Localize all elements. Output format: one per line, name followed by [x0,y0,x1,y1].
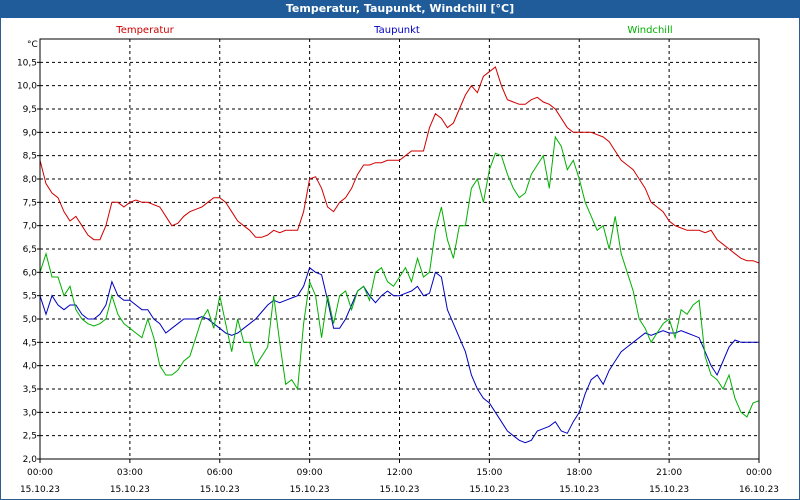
y-tick-label: 6,5 [23,245,37,255]
x-tick-time: 15:00 [476,468,502,478]
series-line-taupunkt [39,266,759,444]
x-tick-date: 15.10.23 [379,485,419,495]
x-tick-time: 06:00 [207,468,233,478]
y-tick-label: 10,0 [17,82,37,92]
y-tick-label: 7,5 [23,198,37,208]
x-tick-time: 21:00 [656,468,682,478]
x-tick-time: 12:00 [387,468,413,478]
y-axis-unit: °C [27,40,38,50]
x-tick-time: 18:00 [566,468,592,478]
x-tick-time: 00:00 [746,468,772,478]
plot-series [39,66,760,444]
x-tick-time: 09:00 [297,468,323,478]
x-tick-date: 15.10.23 [200,485,240,495]
series-labels: Temperatur Taupunkt Windchill [115,25,672,36]
y-tick-label: 4,5 [23,338,37,348]
plot-border [39,38,760,460]
x-tick-date: 15.10.23 [559,485,599,495]
series-label-windchill: Windchill [627,25,672,36]
y-tick-label: 6,0 [23,268,38,278]
y-tick-label: 3,5 [23,385,37,395]
x-axis-ticks: 00:00 15.10.23 03:00 15.10.23 06:00 15.10.23 0… [20,459,779,495]
y-tick-label: 10,5 [17,58,37,68]
x-tick-time: 03:00 [117,468,143,478]
series-label-temperatur: Temperatur [115,25,174,36]
series-line-temperatur [39,66,760,264]
y-tick-label: 8,0 [23,175,38,185]
y-tick-label: 5,5 [23,292,37,302]
y-axis-ticks: 2,0 2,5 3,0 3,5 4,0 4,5 5,0 5,5 6,0 6,5 7,0 7,5 8,0 8… [17,58,40,465]
y-tick-label: 4,0 [23,362,38,372]
y-tick-label: 9,0 [23,128,38,138]
grid-lines [40,39,759,460]
series-label-taupunkt: Taupunkt [373,25,420,36]
y-tick-label: 8,5 [23,152,37,162]
y-tick-label: 3,0 [23,408,38,418]
window-title: Temperatur, Taupunkt, Windchill [°C] [0,0,800,18]
x-tick-date: 15.10.23 [290,485,330,495]
y-tick-label: 2,5 [23,432,37,442]
y-tick-label: 7,0 [23,222,38,232]
x-tick-date: 15.10.23 [20,485,60,495]
x-tick-date: 15.10.23 [469,485,509,495]
x-tick-time: 00:00 [27,468,53,478]
x-tick-date: 15.10.23 [110,485,150,495]
x-tick-date: 16.10.23 [739,485,779,495]
y-tick-label: 9,5 [23,105,37,115]
y-tick-label: 2,0 [23,455,38,465]
x-tick-date: 15.10.23 [649,485,689,495]
series-line-windchill [39,135,760,418]
y-tick-label: 5,0 [23,315,38,325]
